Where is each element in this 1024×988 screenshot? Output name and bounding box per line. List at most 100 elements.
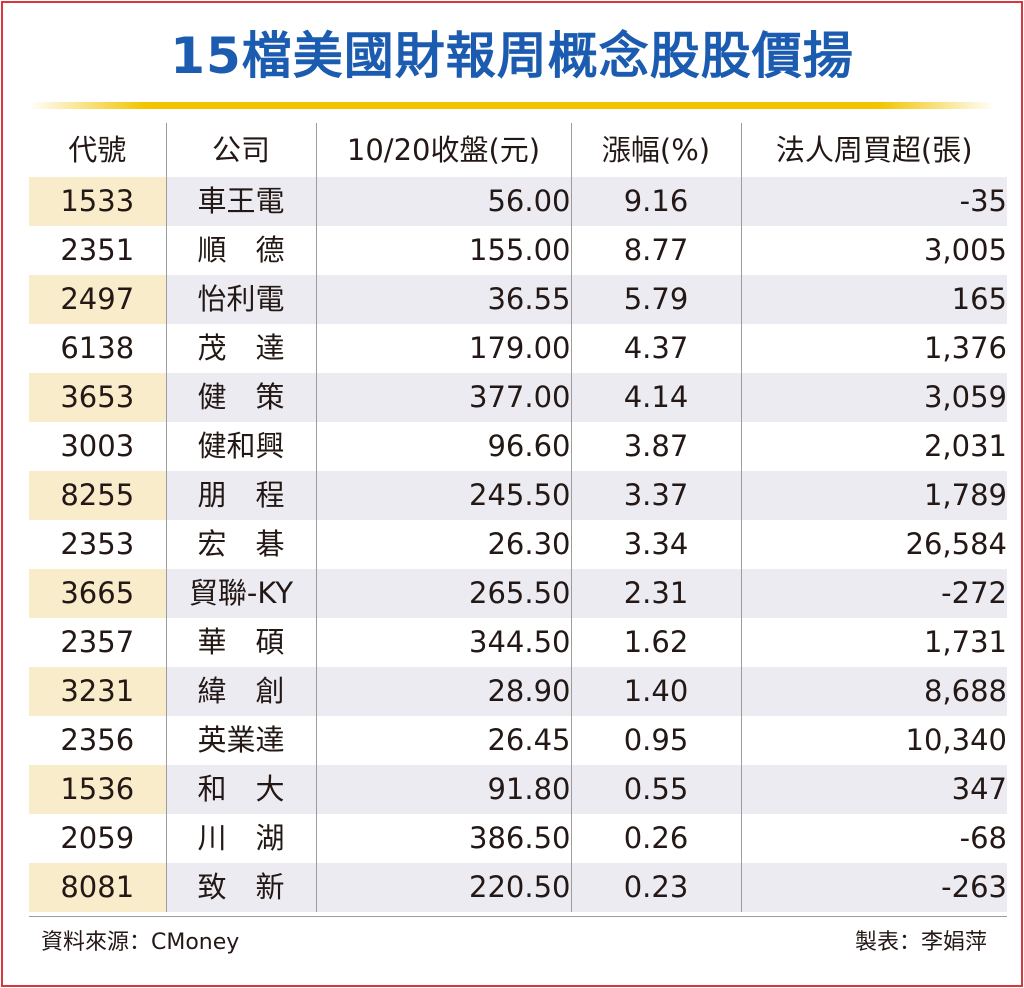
table-row: 3231 緯 創 28.90 1.40 8,688 [29,667,1007,716]
cell-code: 2497 [29,275,166,324]
cell-code: 2353 [60,527,135,561]
cell-change-pct: 0.23 [570,863,741,912]
cell-code: 2356 [60,723,135,757]
header-change-pct: 漲幅(%) [570,123,741,177]
cell-company: 華 碩 [165,618,316,667]
cell-code: 1533 [29,177,166,226]
cell-change-pct: 4.14 [570,373,741,422]
cell-net-buy: -263 [740,863,1007,912]
cell-close-price: 220.50 [315,863,571,912]
table-row: 2351 順 德 155.00 8.77 3,005 [29,226,1007,275]
cell-change-pct: 3.37 [570,471,741,520]
table-row: 2497 怡利電 36.55 5.79 165 [29,275,1007,324]
cell-code: 3653 [29,373,166,422]
cell-change-pct: 3.87 [570,422,741,471]
cell-change-pct: 1.40 [570,667,741,716]
cell-code: 8255 [29,471,166,520]
stock-table: 代號 公司 10/20收盤(元) 漲幅(%) 法人周買超(張) 1533 車王電 5… [29,123,1007,912]
cell-company: 怡利電 [165,275,316,324]
cell-close-price: 179.00 [315,324,571,373]
table-row: 2357 華 碩 344.50 1.62 1,731 [29,618,1007,667]
header-net-buy: 法人周買超(張) [740,123,1007,177]
table-row: 1536 和 大 91.80 0.55 347 [29,765,1007,814]
cell-code: 6138 [60,331,135,365]
cell-close-price: 26.45 [315,716,571,765]
cell-close-price: 56.00 [315,177,571,226]
cell-code: 3003 [60,429,135,463]
header-company: 公司 [165,123,316,177]
cell-close-price: 36.55 [315,275,571,324]
table-row: 3653 健 策 377.00 4.14 3,059 [29,373,1007,422]
cell-company: 緯 創 [165,667,316,716]
source-note: 資料來源：CMoney [41,930,240,955]
table-row: 1533 車王電 56.00 9.16 -35 [29,177,1007,226]
cell-change-pct: 1.62 [570,618,741,667]
cell-change-pct: 5.79 [570,275,741,324]
cell-net-buy: 3,059 [740,373,1007,422]
header-close-price: 10/20收盤(元) [315,123,571,177]
cell-net-buy: -35 [740,177,1007,226]
cell-change-pct: 0.55 [570,765,741,814]
table-header-row: 代號 公司 10/20收盤(元) 漲幅(%) 法人周買超(張) [29,123,1007,177]
cell-change-pct: 0.95 [570,716,741,765]
cell-net-buy: 1,376 [740,324,1007,373]
table-row: 8255 朋 程 245.50 3.37 1,789 [29,471,1007,520]
chart-maker: 製表：李娟萍 [854,930,987,955]
cell-net-buy: 1,789 [740,471,1007,520]
table-row: 2356 英業達 26.45 0.95 10,340 [29,716,1007,765]
cell-close-price: 26.30 [315,520,571,569]
cell-company: 貿聯-KY [165,569,316,618]
cell-close-price: 96.60 [315,422,571,471]
cell-net-buy: 10,340 [740,716,1007,765]
cell-company: 車王電 [165,177,316,226]
cell-code: 2357 [60,625,135,659]
cell-change-pct: 0.26 [570,814,741,863]
cell-company: 朋 程 [165,471,316,520]
cell-net-buy: 2,031 [740,422,1007,471]
cell-close-price: 91.80 [315,765,571,814]
cell-close-price: 265.50 [315,569,571,618]
cell-close-price: 28.90 [315,667,571,716]
table-row: 3003 健和興 96.60 3.87 2,031 [29,422,1007,471]
cell-code: 3231 [29,667,166,716]
cell-change-pct: 9.16 [570,177,741,226]
table-row: 6138 茂 達 179.00 4.37 1,376 [29,324,1007,373]
cell-change-pct: 4.37 [570,324,741,373]
table-row: 2353 宏 碁 26.30 3.34 26,584 [29,520,1007,569]
table-bottom-rule [29,916,1007,917]
cell-change-pct: 3.34 [570,520,741,569]
table-row: 2059 川 湖 386.50 0.26 -68 [29,814,1007,863]
cell-change-pct: 2.31 [570,569,741,618]
cell-net-buy: 3,005 [740,226,1007,275]
cell-company: 宏 碁 [165,520,316,569]
cell-close-price: 245.50 [315,471,571,520]
cell-company: 川 湖 [165,814,316,863]
cell-code: 3665 [29,569,166,618]
table-row: 8081 致 新 220.50 0.23 -263 [29,863,1007,912]
cell-net-buy: 1,731 [740,618,1007,667]
cell-company: 英業達 [165,716,316,765]
cell-code: 8081 [29,863,166,912]
header-code: 代號 [68,133,127,167]
cell-net-buy: 8,688 [740,667,1007,716]
cell-net-buy: 26,584 [740,520,1007,569]
cell-close-price: 344.50 [315,618,571,667]
cell-net-buy: -272 [740,569,1007,618]
cell-close-price: 377.00 [315,373,571,422]
table-row: 3665 貿聯-KY 265.50 2.31 -272 [29,569,1007,618]
cell-net-buy: 347 [740,765,1007,814]
cell-company: 健和興 [165,422,316,471]
cell-close-price: 386.50 [315,814,571,863]
cell-close-price: 155.00 [315,226,571,275]
cell-code: 2351 [60,233,135,267]
cell-company: 茂 達 [165,324,316,373]
cell-net-buy: -68 [740,814,1007,863]
title-underline [29,102,995,109]
cell-code: 1536 [29,765,166,814]
cell-company: 順 德 [165,226,316,275]
cell-code: 2059 [60,821,135,855]
page-title: 15檔美國財報周概念股股價揚 [170,27,854,85]
cell-change-pct: 8.77 [570,226,741,275]
cell-company: 和 大 [165,765,316,814]
